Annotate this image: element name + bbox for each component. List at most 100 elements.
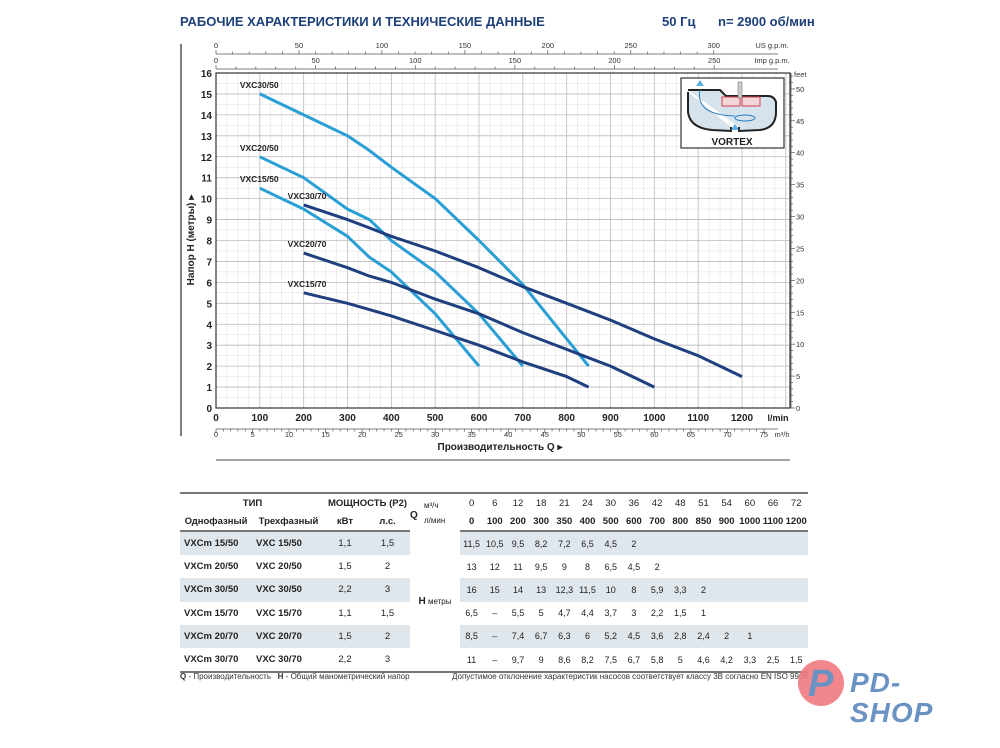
imp_gpm-tick-label: 200 [608,56,621,65]
head-value: 11,5 [460,531,484,556]
us_gpm-tick-label: 100 [376,41,389,50]
speed-label: n= 2900 об/мин [718,14,815,29]
head-value [715,602,738,625]
head-value [761,602,784,625]
x-tick-label: 800 [558,413,575,424]
q-m3h-value: 72 [784,492,808,512]
m3h-tick-label: 10 [285,430,293,439]
head-value: 2,4 [691,624,716,648]
head-value [761,531,785,556]
single-phase-header: Однофазный [180,512,252,532]
pd-shop-logo[interactable]: P PD-SHOP [798,660,978,728]
m3h-tick-label: 25 [394,430,402,439]
feet-unit-label: feet [794,70,807,79]
y-tick-label: 1 [206,383,212,394]
feet-tick-label: 25 [796,244,804,253]
head-value: 8,2 [529,531,553,556]
y-tick-label: 14 [201,111,213,122]
head-value: 8 [585,561,591,572]
y-tick-label: 15 [201,90,213,101]
single-phase-model: VXCm 30/70 [180,647,252,674]
page-title: РАБОЧИЕ ХАРАКТЕРИСТИКИ И ТЕХНИЧЕСКИЕ ДАН… [180,14,545,29]
head-value [738,578,762,602]
x-tick-label: 1000 [643,413,666,424]
head-value [692,555,715,578]
three-phase-model: VXC 30/50 [252,578,325,602]
m3h-tick-label: 60 [650,430,658,439]
m3h-tick-label: 40 [504,430,512,439]
y-tick-label: 3 [206,341,212,352]
m3h-tick-label: 55 [614,430,622,439]
type-header: ТИП [180,492,325,512]
head-value: 4,5 [599,531,623,556]
head-value: 9,5 [506,531,530,556]
head-value [738,555,761,578]
q-m3h-value: 36 [622,492,646,512]
curve-vxc30-50 [259,92,590,368]
curve-label: VXC15/70 [288,279,327,289]
feet-tick-label: 50 [796,85,804,94]
head-value: 7,5 [599,647,623,674]
head-value: 1,5 [674,608,687,619]
curve-label: VXC30/70 [288,191,327,201]
y-tick-label: 0 [206,404,212,415]
q-m3h-value: 48 [668,492,692,512]
head-value: 6,7 [529,624,553,648]
h-unit: метры [427,596,452,606]
y-tick-label: 5 [206,299,212,310]
feet-tick-label: 45 [796,117,804,126]
power-hp: 2 [384,561,391,573]
head-value [645,531,669,556]
head-value [691,531,716,556]
head-value: 2 [654,561,660,572]
three-phase-model: VXC 15/70 [256,607,302,619]
head-value: 9 [561,561,567,572]
q-m3h-value: 42 [645,492,669,512]
y-tick-label: 12 [201,153,213,164]
q-unit-m3h: м³/ч [424,500,439,510]
head-value [738,602,761,625]
q-m3h-value: 6 [483,492,507,512]
m3h-tick-label: 15 [321,430,329,439]
single-phase-model: VXCm 30/50 [180,578,252,602]
hp-header: л.с. [365,512,410,532]
q-lmin-value: 200 [506,512,530,532]
head-value [715,531,739,556]
q-lmin-value: 1100 [761,512,785,532]
head-value: 3,3 [668,578,692,602]
x-tick-label: 500 [427,413,444,424]
power-header: МОЩНОСТЬ (P2) [325,492,410,512]
imp_gpm-tick-label: 0 [214,56,218,65]
m3h-tick-label: 30 [431,430,439,439]
head-value: 2 [715,624,739,648]
head-value: 6,5 [575,531,600,556]
head-value [785,555,808,578]
footer-tolerance: Допустимое отклонение характеристик насо… [452,672,808,681]
head-value: 2,8 [668,624,692,648]
head-value [784,531,808,556]
head-value: 5,5 [511,608,525,619]
m3h-tick-label: 45 [541,430,549,439]
q-lmin-value: 600 [622,512,646,532]
head-value: 3,7 [604,608,617,619]
curve-label: VXC20/70 [288,239,327,249]
head-value [785,602,808,625]
power-hp: 1,5 [365,531,410,556]
head-value: 5 [538,608,544,619]
head-value: – [483,647,507,674]
x-tick-label: 900 [602,413,619,424]
table-row: VXCm 30/70 VXC 30/70 2,2 3 11–9,7 9 8,6 8,2 7,5 6… [180,647,808,674]
logo-text: PD-SHOP [850,667,934,728]
q-lmin-value: 900 [715,512,739,532]
q-lmin-value: 100 [483,512,507,532]
head-value: 11 [513,561,523,572]
q-m3h-value: 18 [529,492,553,512]
q-lmin-value: 1200 [784,512,808,532]
power-hp: 3 [365,578,410,602]
head-value: 8,6 [552,647,576,674]
us_gpm-tick-label: 250 [625,41,638,50]
flow-arrow-icon [696,80,739,130]
head-value: 4,6 [691,647,716,674]
